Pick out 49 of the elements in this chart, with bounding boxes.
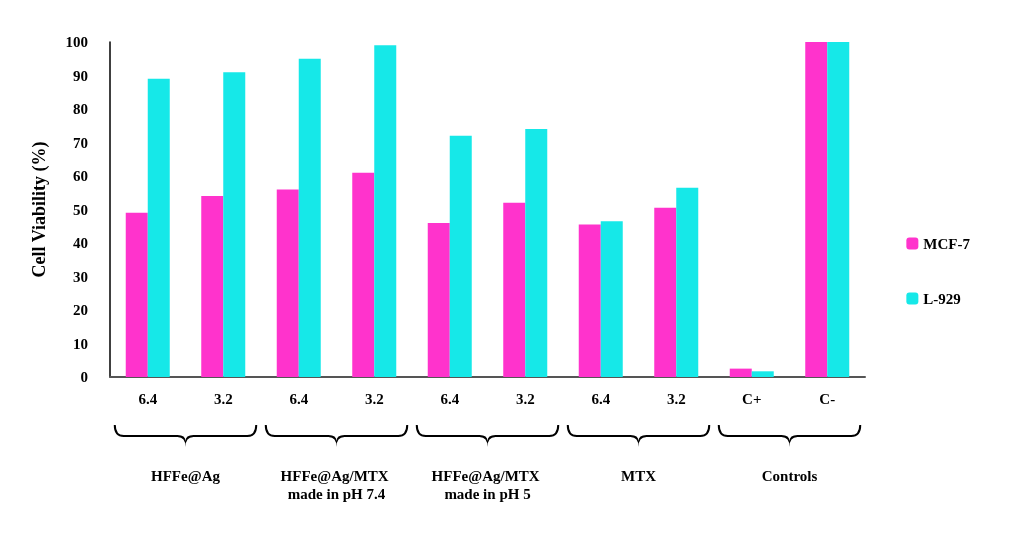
bar: [503, 202, 526, 377]
y-tick-label: 20: [73, 302, 88, 318]
bar: [298, 58, 321, 377]
x-tick-label: 6.4: [289, 390, 309, 407]
bar: [374, 45, 397, 377]
bar: [578, 224, 601, 377]
text: HFFe@Ag/MTX made in pH 7.4: [280, 468, 393, 502]
y-tick-label: 30: [73, 268, 88, 285]
bar: [223, 72, 246, 377]
y-tick-label: 90: [73, 67, 88, 84]
bar: [427, 222, 450, 377]
legend-label: MCF-7: [923, 235, 971, 252]
y-tick-label: 0: [80, 369, 88, 385]
bar: [147, 78, 170, 377]
x-tick-label: C+: [742, 390, 762, 407]
bar: [654, 207, 677, 377]
x-tick-label: 3.2: [364, 390, 384, 407]
bar: [276, 189, 299, 377]
bar: [751, 371, 774, 377]
legend-label: L-929: [923, 290, 961, 307]
bar: [352, 172, 375, 377]
x-tick-label: 6.4: [440, 390, 460, 407]
y-tick-label: 50: [73, 201, 88, 218]
text: HFFe@Ag: [151, 468, 221, 484]
bar: [125, 212, 148, 377]
y-tick-label: 10: [73, 335, 88, 352]
text: Controls: [761, 468, 818, 484]
bar: [525, 129, 548, 377]
x-tick-label: C-: [819, 390, 836, 407]
bar: [201, 196, 224, 377]
y-tick-label: 100: [65, 34, 88, 50]
text: HFFe@Ag/MTX made in pH 5: [431, 468, 544, 502]
x-tick-label: 3.2: [515, 390, 535, 407]
bar: [676, 187, 699, 377]
bar: [805, 42, 828, 377]
x-tick-label: 6.4: [591, 390, 611, 407]
x-tick-label: 6.4: [138, 390, 158, 407]
bar: [729, 368, 752, 377]
bar: [449, 135, 472, 377]
y-axis-title: Cell Viability (%): [29, 141, 50, 278]
y-tick-label: 80: [73, 101, 88, 117]
x-tick-label: 3.2: [666, 390, 686, 407]
y-tick-label: 70: [73, 134, 88, 151]
text: MTX: [621, 468, 657, 484]
x-tick-label: 3.2: [213, 390, 233, 407]
y-tick-label: 40: [73, 235, 88, 251]
bar: [600, 221, 623, 377]
bar: [827, 42, 850, 377]
y-tick-label: 60: [73, 168, 88, 184]
